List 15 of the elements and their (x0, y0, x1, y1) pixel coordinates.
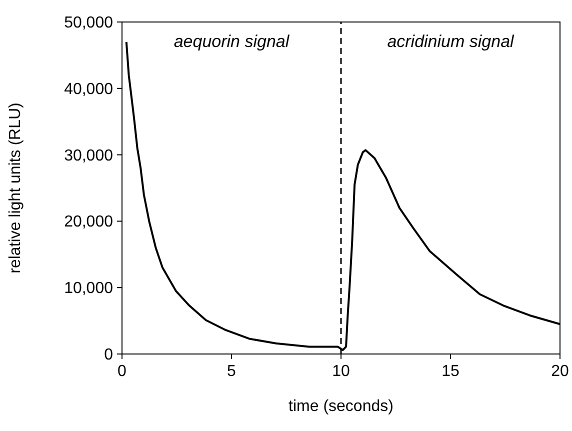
annotation: acridinium signal (387, 32, 516, 51)
annotation: aequorin signal (174, 32, 290, 51)
y-tick-label: 20,000 (64, 214, 114, 231)
y-tick-label: 10,000 (64, 280, 114, 298)
x-tick-label: 20 (551, 363, 569, 380)
x-tick-label: 0 (118, 363, 127, 380)
y-tick-label: 30,000 (64, 147, 114, 164)
y-axis-title: relative light units (RLU) (7, 102, 24, 274)
x-tick-label: 15 (442, 363, 460, 380)
y-tick-label: 50,000 (64, 14, 114, 32)
y-tick-label: 40,000 (64, 80, 114, 98)
y-tick-label: 0 (104, 346, 114, 364)
x-tick-label: 10 (332, 363, 350, 380)
x-tick-label: 5 (227, 363, 236, 380)
x-axis-title: time (seconds) (288, 398, 394, 415)
